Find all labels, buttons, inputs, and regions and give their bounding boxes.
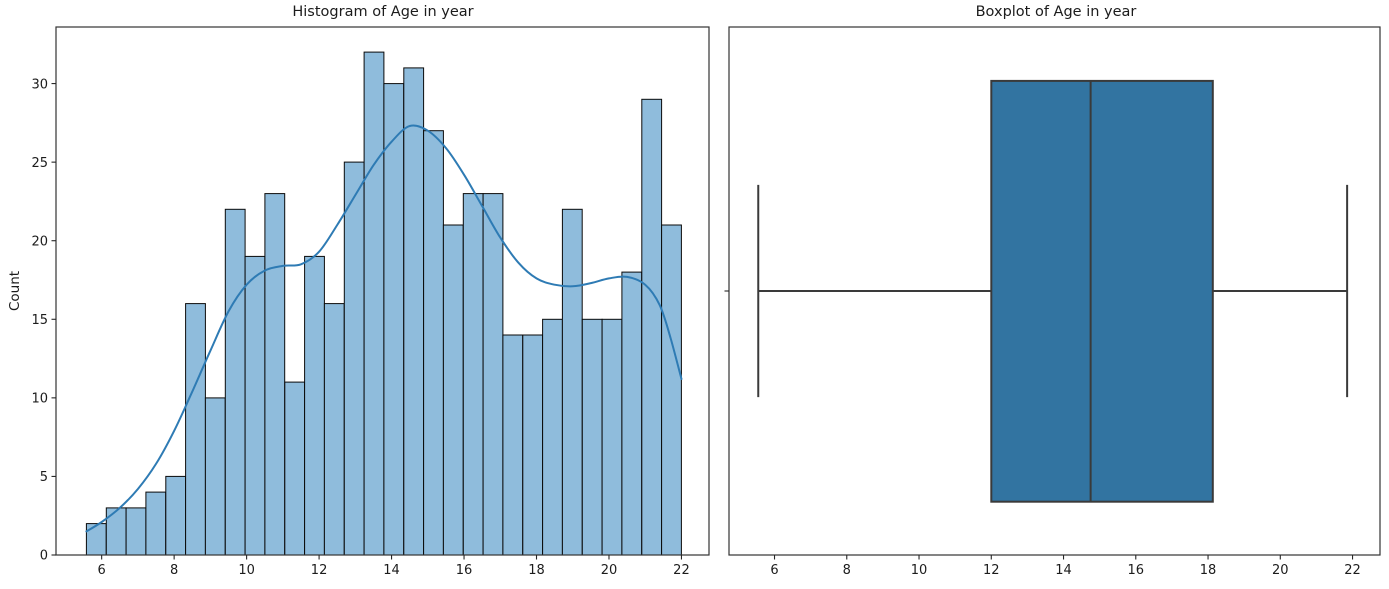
x-tick-label: 8 [843, 563, 851, 578]
histogram-bar [621, 271, 643, 556]
kde-curve [85, 124, 683, 533]
x-tick-label: 12 [311, 563, 328, 578]
y-tick-label: 30 [31, 77, 48, 92]
y-tick-label: 5 [40, 470, 48, 485]
x-tick-label: 20 [1272, 563, 1289, 578]
histogram-bar [224, 208, 246, 556]
x-tick-label: 18 [1200, 563, 1217, 578]
x-tick-label: 10 [911, 563, 928, 578]
histogram-bar [304, 255, 325, 556]
y-tick-label: 15 [31, 313, 48, 328]
x-tick-label: 14 [383, 563, 400, 578]
histogram-bar [601, 318, 623, 556]
y-tick-label: 25 [31, 156, 48, 171]
histogram-bar [284, 381, 306, 556]
histogram-bar [185, 303, 206, 556]
histogram-bar [165, 475, 187, 556]
histogram-bar [244, 255, 266, 556]
box-iqr [990, 79, 1214, 503]
histogram-bar [264, 193, 286, 556]
histogram-bar [423, 130, 444, 556]
histogram-bar [383, 83, 405, 556]
y-tick-label: 0 [40, 549, 48, 564]
x-tick-label: 12 [983, 563, 1000, 578]
histogram-bar [403, 67, 425, 556]
histogram-bar [343, 161, 365, 556]
x-tick-label: 16 [456, 563, 473, 578]
boxplot-title: Boxplot of Age in year [975, 4, 1137, 20]
x-tick-label: 6 [770, 563, 778, 578]
histogram-frame [55, 26, 710, 556]
histogram-title: Histogram of Age in year [292, 4, 474, 20]
histogram-bar [442, 224, 464, 556]
histogram-bar [581, 318, 603, 556]
histogram-bar [125, 507, 147, 556]
histogram-bar [542, 318, 563, 556]
histogram-bar [561, 208, 583, 556]
histogram-bar [85, 523, 107, 556]
x-tick-label: 22 [1344, 563, 1361, 578]
histogram-bar [641, 98, 663, 556]
histogram-bar [482, 193, 504, 556]
y-tick-label: 20 [31, 234, 48, 249]
histogram-bar [502, 334, 524, 556]
x-tick-label: 6 [98, 563, 106, 578]
x-tick-label: 16 [1128, 563, 1145, 578]
histogram-bar [145, 491, 167, 556]
histogram-bar [462, 193, 484, 556]
x-tick-label: 22 [673, 563, 690, 578]
x-tick-label: 8 [170, 563, 178, 578]
x-tick-label: 10 [238, 563, 255, 578]
histogram-bar [105, 507, 127, 556]
histogram-bar [323, 303, 345, 556]
x-tick-label: 18 [528, 563, 545, 578]
x-tick-label: 14 [1055, 563, 1072, 578]
histogram-bar [363, 51, 385, 556]
histogram-bar [204, 397, 226, 556]
y-tick-label: 10 [31, 392, 48, 407]
histogram-bar [522, 334, 544, 556]
x-tick-label: 20 [601, 563, 618, 578]
histogram-bar [661, 224, 682, 556]
